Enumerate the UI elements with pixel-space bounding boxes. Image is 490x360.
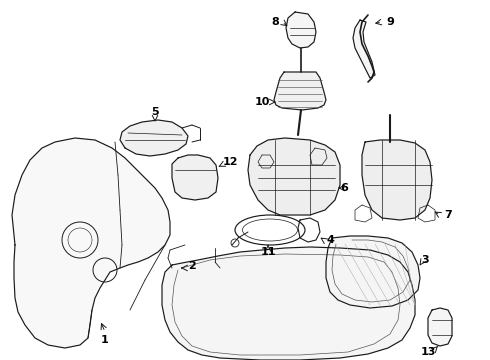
Polygon shape [362, 140, 432, 220]
Text: 11: 11 [260, 247, 276, 257]
Text: 8: 8 [271, 17, 279, 27]
Text: 2: 2 [188, 261, 196, 271]
Text: 5: 5 [151, 107, 159, 117]
Polygon shape [286, 12, 316, 48]
Polygon shape [120, 120, 188, 156]
Polygon shape [162, 247, 415, 360]
Text: 9: 9 [386, 17, 394, 27]
Polygon shape [326, 236, 420, 308]
Polygon shape [428, 308, 452, 346]
Polygon shape [248, 138, 340, 215]
Text: 10: 10 [254, 97, 270, 107]
Text: 1: 1 [101, 335, 109, 345]
Text: 4: 4 [326, 235, 334, 245]
Text: 6: 6 [340, 183, 348, 193]
Polygon shape [274, 72, 326, 110]
Polygon shape [172, 155, 218, 200]
Text: 7: 7 [444, 210, 452, 220]
Polygon shape [12, 138, 170, 348]
Polygon shape [353, 20, 375, 78]
Text: 3: 3 [421, 255, 429, 265]
Text: 12: 12 [222, 157, 238, 167]
Text: 13: 13 [420, 347, 436, 357]
